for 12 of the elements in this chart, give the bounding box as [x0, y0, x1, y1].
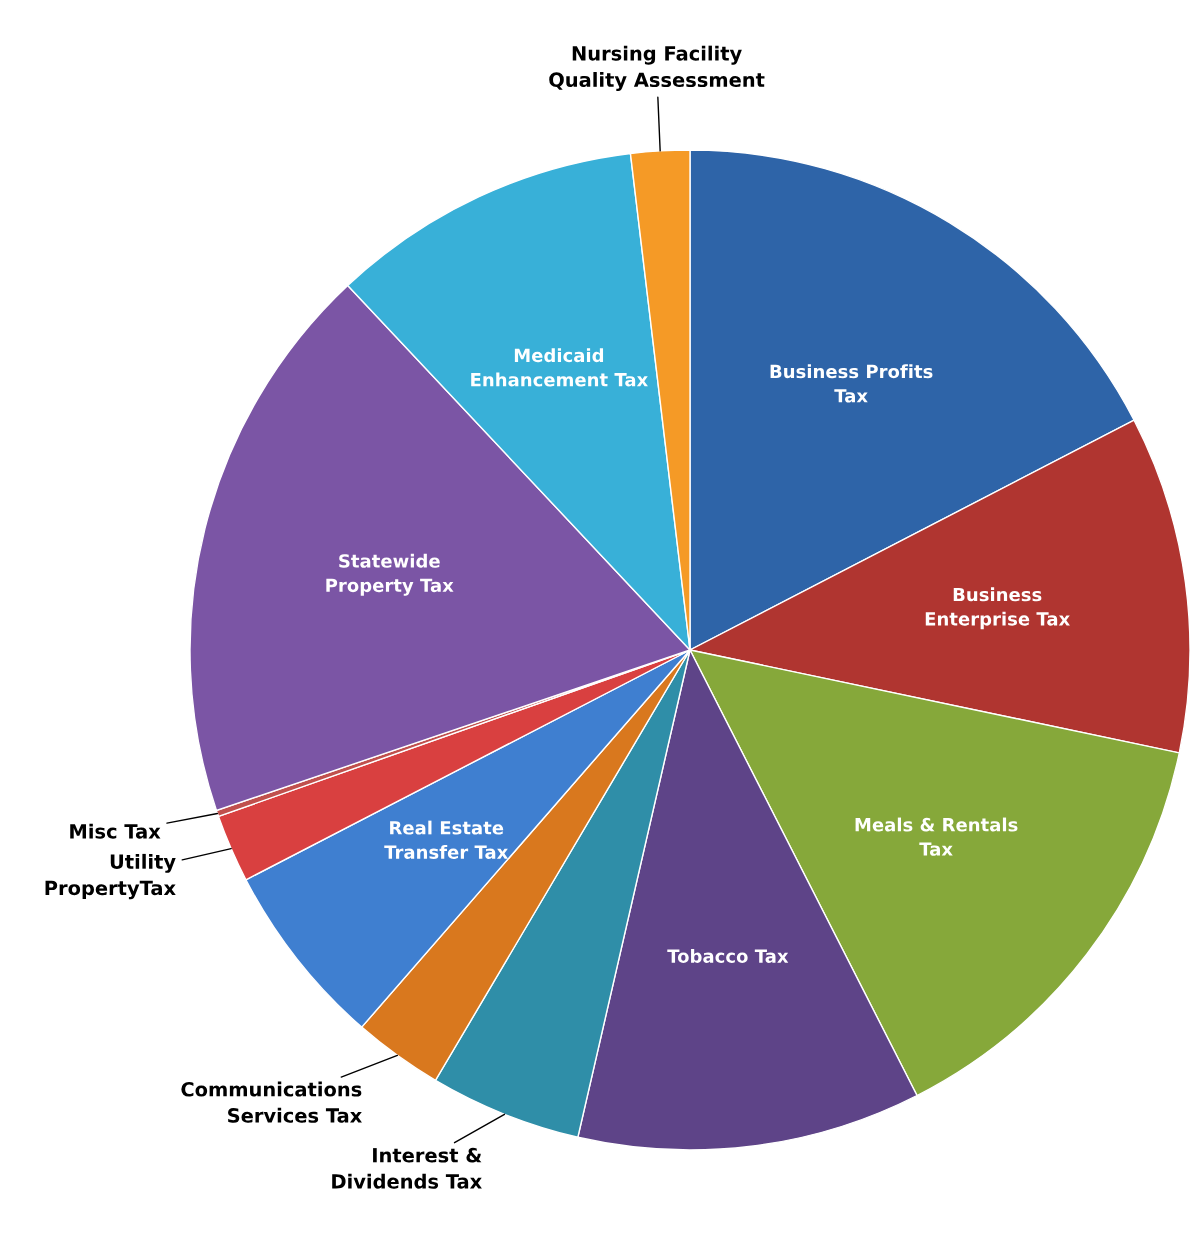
slice-label: Statewide Property Tax [326, 553, 454, 596]
slice-label: Interest & Dividends Tax [332, 1147, 482, 1189]
slice-label: Tobacco Tax [667, 948, 789, 963]
slice-label: Nursing Facility Quality Assessment [549, 45, 765, 91]
slice-label: Medicaid Enhancement Tax [471, 348, 648, 387]
slice-label: Business Enterprise Tax [925, 587, 1070, 630]
slice-label: Communications Services Tax [181, 1081, 362, 1123]
slice-label: Meals & Rentals Tax [855, 817, 1018, 856]
slice-label: Business Profits Tax [770, 364, 933, 403]
slice-label: Misc Tax [70, 823, 161, 839]
slice-label: Utility PropertyTax [45, 853, 176, 900]
slice-label: Real Estate Transfer Tax [384, 820, 509, 859]
